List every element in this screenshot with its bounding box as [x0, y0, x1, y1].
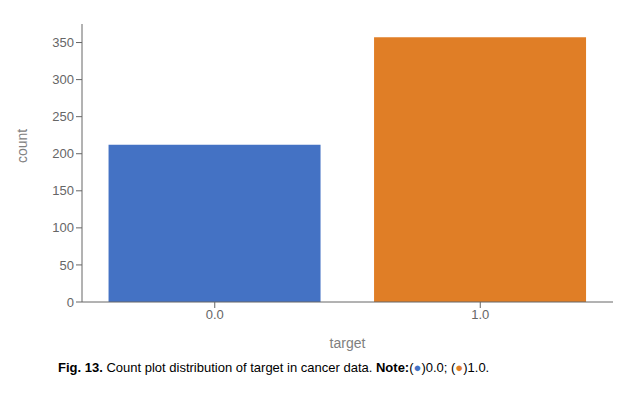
- html-text:Fig. 13. Count plot distributi: Fig. 13. Count plot distribution of targ…: [58, 360, 490, 375]
- svg-text:50: 50: [60, 258, 74, 273]
- svg-text:100: 100: [52, 220, 74, 235]
- svg-text:0: 0: [67, 295, 74, 310]
- svg-text:350: 350: [52, 35, 74, 50]
- svg-text:1.0: 1.0: [471, 307, 489, 322]
- svg-text:250: 250: [52, 109, 74, 124]
- svg-text:150: 150: [52, 183, 74, 198]
- svg-text:count: count: [14, 129, 30, 163]
- svg-text:0.0: 0.0: [206, 307, 224, 322]
- svg-text:300: 300: [52, 72, 74, 87]
- svg-text:target: target: [330, 335, 366, 351]
- svg-text:200: 200: [52, 146, 74, 161]
